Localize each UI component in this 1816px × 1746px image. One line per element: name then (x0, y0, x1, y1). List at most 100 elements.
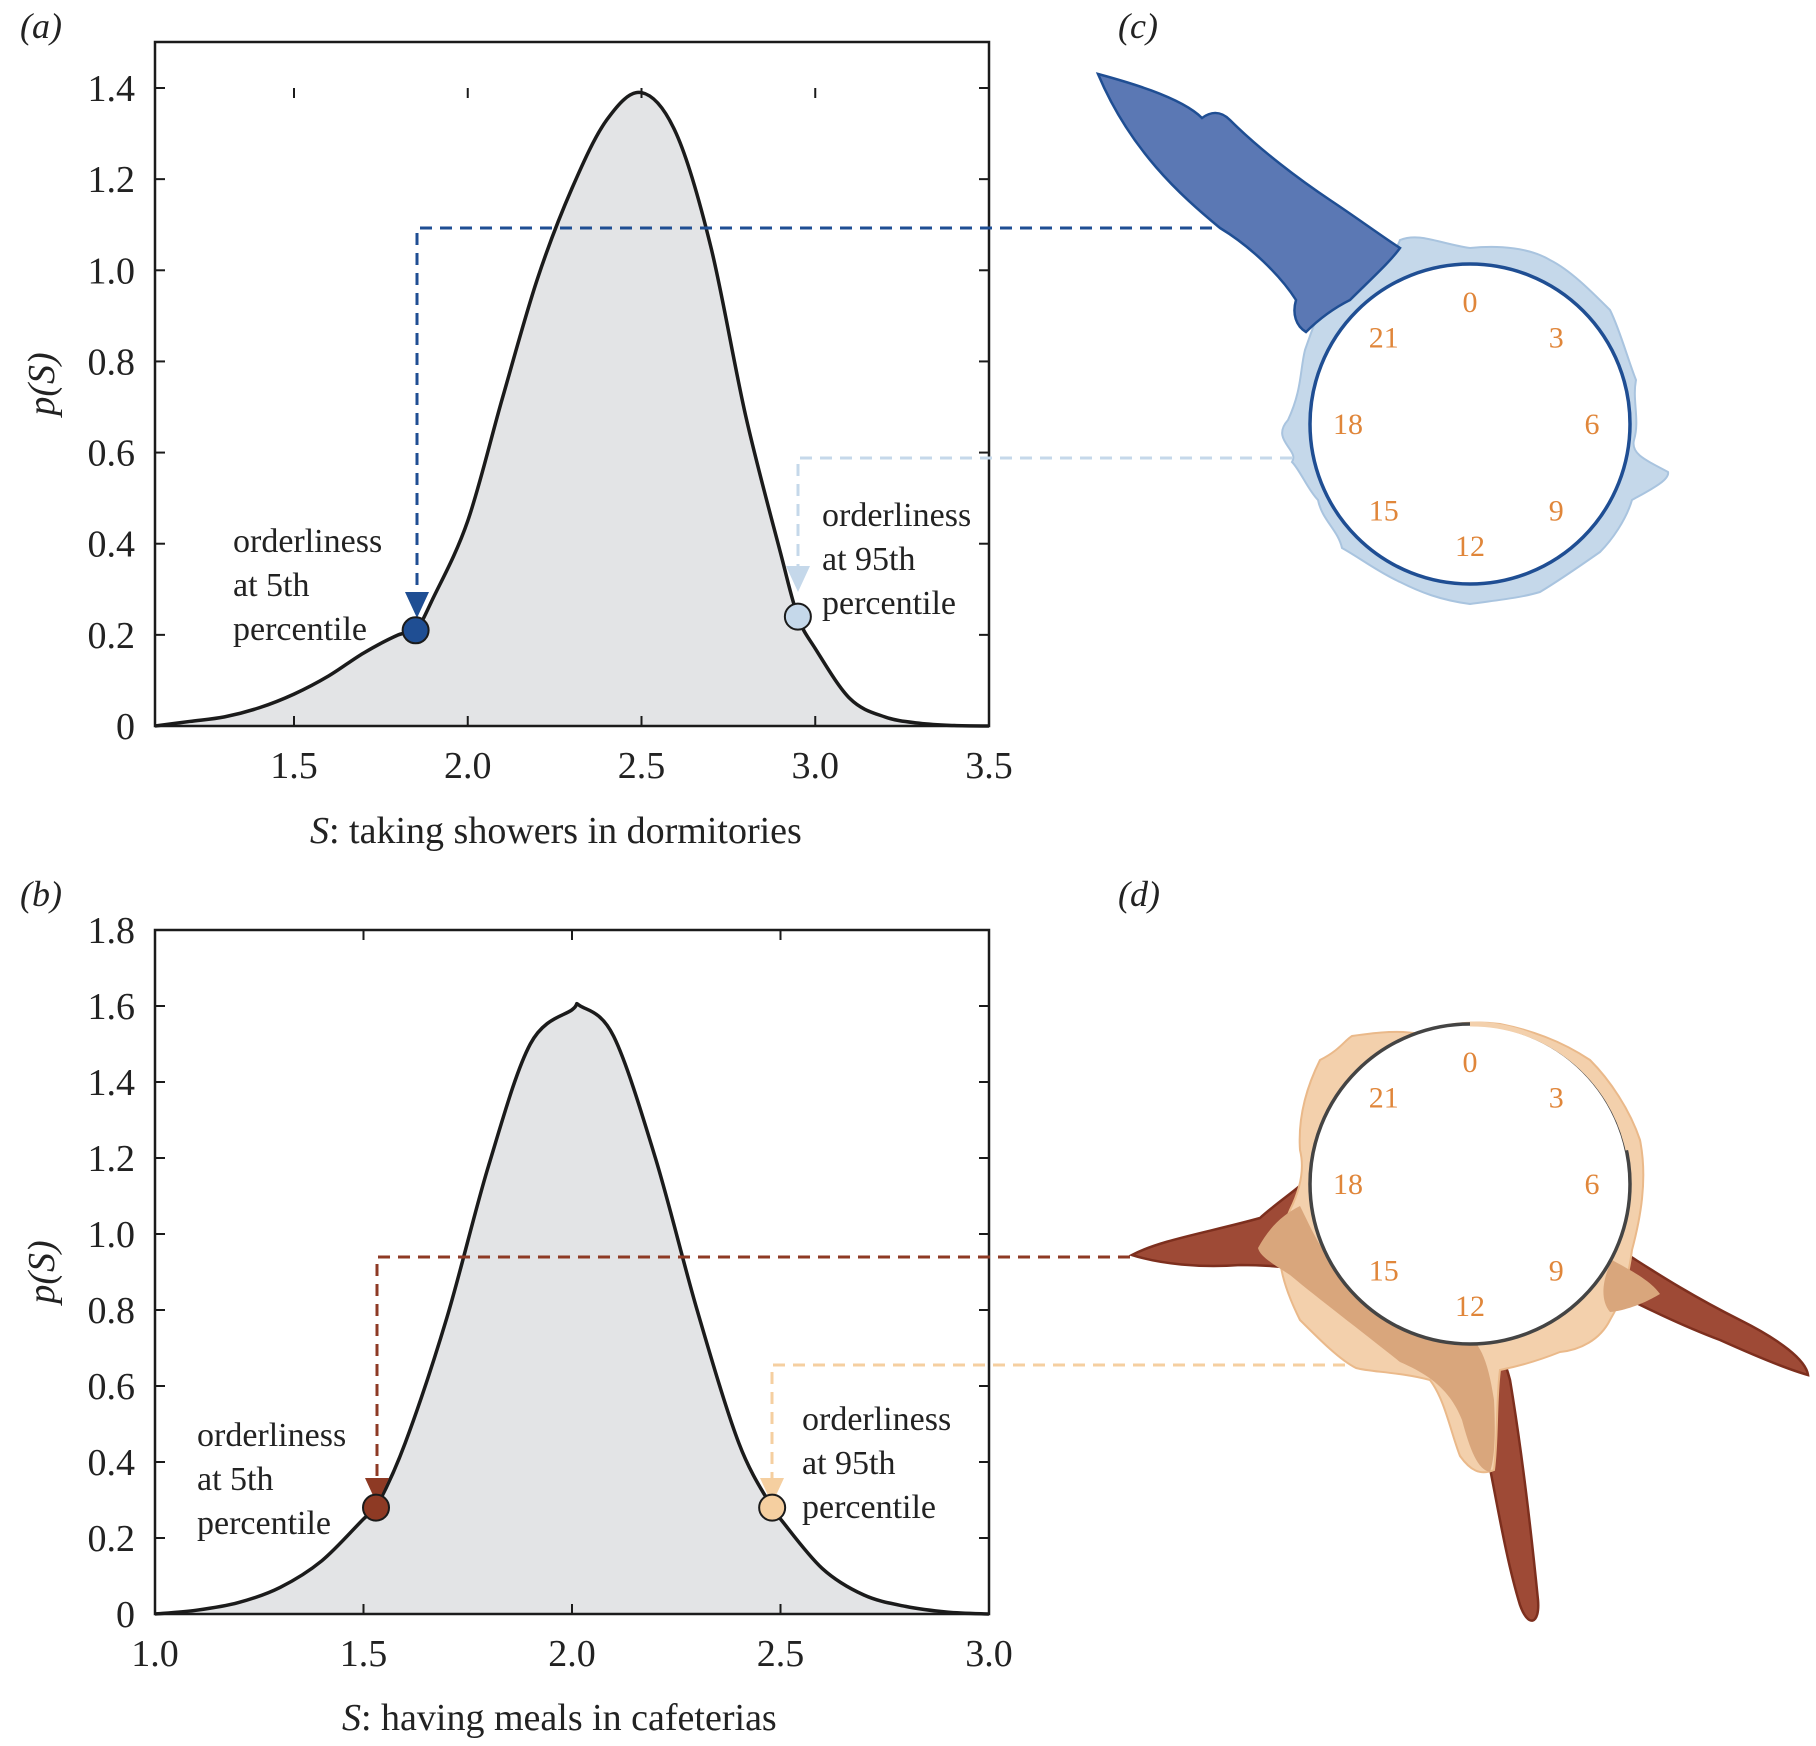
x-tick-label: 3.5 (965, 745, 1013, 787)
annotation-low-b-3: percentile (197, 1505, 331, 1542)
y-tick-label: 1.8 (88, 910, 136, 952)
x-axis-label-b: S: having meals in cafeterias (342, 1697, 777, 1739)
y-axis-label-a: p(S) (21, 352, 63, 418)
clock-hour-label: 3 (1549, 1082, 1564, 1115)
y-tick-label: 0.6 (88, 1366, 136, 1408)
ticks-b: 1.0 1.5 2.0 2.5 3.0 0 0.2 0.4 0.6 0.8 1.0 1.2 1.4 1.6… (88, 910, 1013, 1675)
arrowhead-low-a (405, 592, 429, 618)
annotation-high-a-3: percentile (822, 585, 956, 622)
density-fill-b (155, 1003, 989, 1614)
clock-d-labels: 0 3 6 9 12 15 18 21 (1333, 1046, 1600, 1323)
y-tick-label: 1.0 (88, 1214, 136, 1256)
annotation-low-b-1: orderliness (197, 1417, 346, 1454)
panel-label-a: (a) (20, 6, 62, 46)
x-tick-label: 3.0 (792, 745, 840, 787)
annotation-high-b-1: orderliness (802, 1401, 951, 1438)
annotation-low-a-2: at 5th (233, 567, 309, 604)
y-axis-label-b: p(S) (21, 1240, 63, 1306)
markers-a (401, 602, 812, 645)
annotation-high-a-1: orderliness (822, 497, 971, 534)
clock-hour-label: 12 (1455, 530, 1485, 563)
x-axis-var-b: S (342, 1697, 361, 1739)
clock-c-face (1308, 262, 1632, 586)
clock-hour-label: 0 (1463, 286, 1478, 319)
marker-5th-percentile (401, 616, 430, 645)
density-fill-a (155, 92, 989, 726)
y-tick-label: 0.2 (88, 615, 136, 657)
markers-b (362, 1493, 787, 1522)
y-tick-label: 1.2 (88, 159, 136, 201)
x-tick-label: 2.5 (757, 1633, 805, 1675)
y-tick-label: 0.2 (88, 1518, 136, 1560)
x-axis-var-a: S (310, 810, 329, 852)
clock-c: 0 3 6 9 12 15 18 21 (1095, 72, 1670, 606)
annotation-low-b-2: at 5th (197, 1461, 273, 1498)
clock-hour-label: 0 (1463, 1046, 1478, 1079)
y-tick-label: 0 (116, 1594, 135, 1636)
x-tick-label: 1.5 (270, 745, 318, 787)
y-tick-label: 1.6 (88, 986, 136, 1028)
marker-5th-percentile (362, 1493, 391, 1522)
chart-b: 1.0 1.5 2.0 2.5 3.0 0 0.2 0.4 0.6 0.8 1.0 1.2 1.4 1.6… (21, 910, 1365, 1739)
y-tick-label: 0.8 (88, 341, 136, 383)
plot-frame-a (153, 40, 991, 728)
y-tick-label: 0.8 (88, 1290, 136, 1332)
clock-hour-label: 15 (1369, 1254, 1399, 1287)
clock-d-rim-highlight (1469, 1021, 1631, 1151)
annotation-high-b-2: at 95th (802, 1445, 895, 1482)
x-axis-label-a: S: taking showers in dormitories (310, 810, 802, 852)
annotation-high-a-2: at 95th (822, 541, 915, 578)
connector-high-a (796, 456, 1292, 566)
density-curve-a (154, 90, 990, 728)
panel-label-d: (d) (1118, 874, 1160, 914)
x-tick-label: 2.0 (444, 745, 492, 787)
clock-hour-label: 15 (1369, 494, 1399, 527)
clock-hour-label: 12 (1455, 1290, 1485, 1323)
y-tick-label: 0 (116, 706, 135, 748)
y-tick-label: 0.4 (88, 1442, 136, 1484)
marker-95th-percentile (783, 602, 812, 631)
clock-hour-label: 21 (1369, 322, 1399, 355)
ticks-a: 1.5 2.0 2.5 3.0 3.5 0 0.2 0.4 0.6 0.8 1.0 1.2 1.4 (88, 68, 1013, 787)
annotation-high-b-3: percentile (802, 1489, 936, 1526)
annotation-low-a-1: orderliness (233, 523, 382, 560)
clock-hour-label: 3 (1549, 322, 1564, 355)
clock-hour-label: 18 (1333, 408, 1363, 441)
arrowhead-low-b (365, 1478, 389, 1504)
x-tick-label: 3.0 (965, 1633, 1013, 1675)
clock-hour-label: 21 (1369, 1082, 1399, 1115)
x-tick-label: 1.0 (131, 1633, 179, 1675)
clock-hour-label: 9 (1549, 494, 1564, 527)
connector-low-a (415, 226, 1232, 592)
x-tick-label: 1.5 (340, 1633, 388, 1675)
arrowhead-high-b (760, 1478, 784, 1504)
panel-label-c: (c) (1118, 6, 1158, 46)
y-tick-label: 1.2 (88, 1138, 136, 1180)
clock-c-labels: 0 3 6 9 12 15 18 21 (1333, 286, 1600, 563)
clock-d-mid-profile (1258, 1206, 1495, 1472)
x-tick-label: 2.0 (548, 1633, 596, 1675)
connector-high-b (770, 1363, 1365, 1478)
arrowhead-high-a (786, 566, 810, 592)
clock-d-low-spike-right (1608, 1248, 1810, 1377)
marker-95th-percentile (758, 1493, 787, 1522)
clock-hour-label: 9 (1549, 1254, 1564, 1287)
clock-hour-label: 6 (1585, 408, 1600, 441)
y-tick-label: 1.0 (88, 250, 136, 292)
x-tick-label: 2.5 (618, 745, 666, 787)
clock-hour-label: 18 (1333, 1168, 1363, 1201)
connector-low-b (375, 1255, 1130, 1478)
y-tick-label: 0.6 (88, 433, 136, 475)
x-axis-text-b: : having meals in cafeterias (361, 1697, 777, 1739)
chart-a: 1.5 2.0 2.5 3.0 3.5 0 0.2 0.4 0.6 0.8 1.0 1.2 1.4 S:… (21, 40, 1292, 852)
density-curve-b (154, 1001, 990, 1616)
x-axis-text-a: : taking showers in dormitories (329, 810, 802, 852)
clock-c-low-profile (1095, 72, 1402, 334)
clock-d-mid-right (1603, 1260, 1660, 1312)
clock-d: 0 3 6 9 12 15 18 21 (1128, 1021, 1810, 1622)
y-tick-label: 0.4 (88, 524, 136, 566)
panel-label-b: (b) (20, 874, 62, 914)
annotation-low-a-3: percentile (233, 611, 367, 648)
clock-hour-label: 6 (1585, 1168, 1600, 1201)
